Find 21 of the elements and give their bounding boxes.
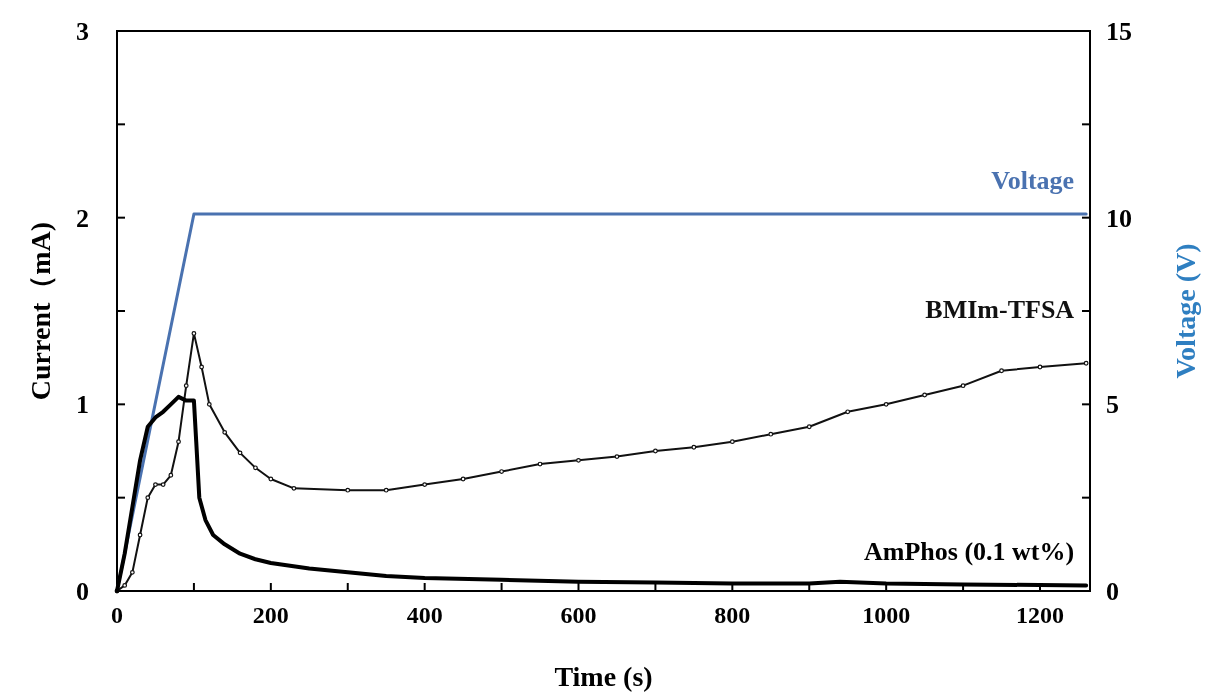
y2-axis-title: Voltage (V)	[1170, 243, 1201, 379]
x-tick-label: 1000	[862, 602, 911, 628]
y2-tick-label: 0	[1106, 577, 1119, 606]
x-axis-title: Time (s)	[554, 661, 653, 692]
y2-tick-label: 5	[1106, 390, 1119, 420]
y-tick-label: 0	[76, 577, 89, 606]
y2-tick-label: 10	[1106, 203, 1132, 233]
y-tick-label: 2	[76, 203, 89, 233]
x-tick-label: 400	[406, 602, 443, 628]
x-tick-label: 1200	[1016, 602, 1064, 628]
y-tick-label: 3	[76, 17, 89, 46]
x-tick-label: 600	[560, 602, 597, 628]
x-tick-label: 200	[252, 602, 289, 628]
series-label: BMIm-TFSA	[925, 295, 1075, 325]
x-tick-label: 800	[714, 602, 751, 628]
y-axis-title: Current（mA)	[25, 221, 56, 401]
y2-tick-label: 15	[1106, 17, 1132, 46]
series-label: AmPhos (0.1 wt%)	[864, 537, 1075, 567]
series-label: Voltage	[991, 165, 1075, 195]
y-tick-label: 1	[76, 390, 89, 420]
x-tick-label: 0	[111, 602, 123, 628]
